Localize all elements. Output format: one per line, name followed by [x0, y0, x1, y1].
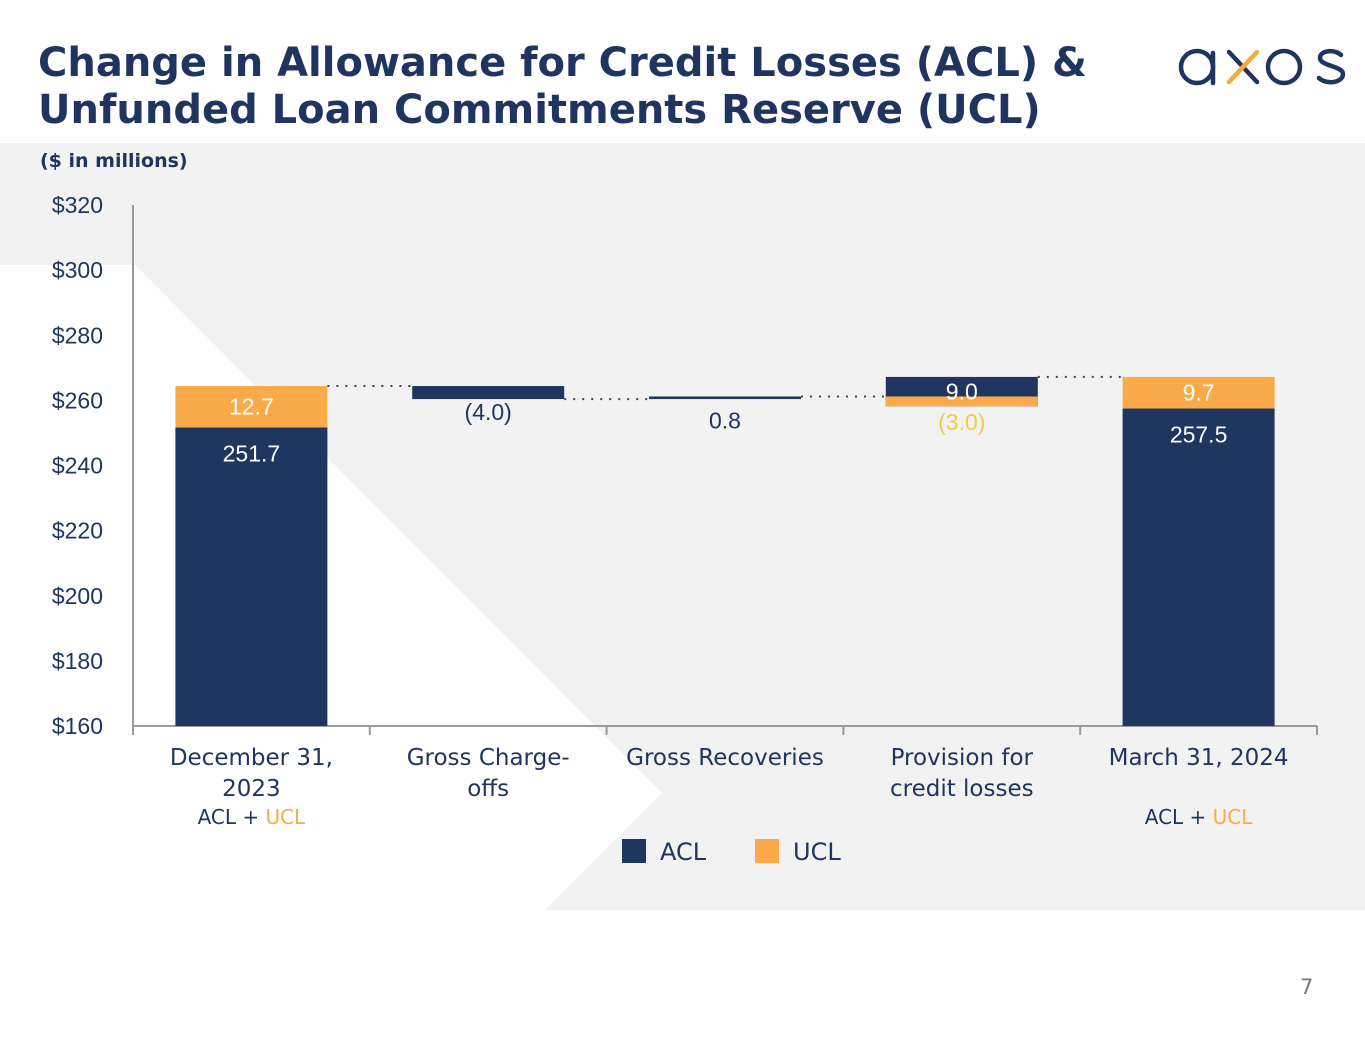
- legend-swatch-ucl: [755, 839, 779, 863]
- x-category-label: 2023: [222, 776, 281, 802]
- y-tick-label: $160: [52, 713, 103, 739]
- page-title: Change in Allowance for Credit Losses (A…: [38, 40, 1087, 134]
- y-tick-label: $220: [52, 518, 103, 544]
- category-note: ACL + UCL: [1145, 805, 1254, 829]
- legend-label-ucl: UCL: [793, 838, 841, 866]
- bar-ucl: [885, 396, 1038, 407]
- data-label-acl: 9.0: [946, 379, 978, 405]
- y-tick-label: $260: [52, 387, 103, 413]
- x-category-label: offs: [467, 776, 509, 802]
- x-category-label: Gross Recoveries: [626, 745, 824, 771]
- category-note-part: ACL: [1145, 805, 1184, 829]
- x-category-label: Provision for: [891, 745, 1034, 771]
- data-label-ucl: 9.7: [1183, 380, 1215, 406]
- category-note-part: UCL: [1213, 805, 1254, 829]
- units-label: ($ in millions): [40, 150, 188, 172]
- y-tick-label: $300: [52, 257, 103, 283]
- data-label-acl: (4.0): [465, 399, 512, 425]
- data-label-ucl: 12.7: [229, 394, 274, 420]
- x-category-label: credit losses: [890, 776, 1034, 802]
- y-tick-label: $280: [52, 322, 103, 348]
- x-category-label: Gross Charge-: [407, 745, 570, 771]
- y-tick-label: $240: [52, 453, 103, 479]
- axos-logo: axos: [1178, 48, 1346, 86]
- bar-ucl: [1122, 376, 1275, 409]
- bar-acl: [175, 427, 328, 726]
- category-note-part: +: [1183, 805, 1212, 829]
- bar-acl: [1122, 408, 1275, 726]
- category-note-part: ACL: [198, 805, 237, 829]
- y-tick-label: $320: [52, 192, 103, 218]
- data-label-acl: 0.8: [709, 407, 741, 433]
- data-label-ucl: (3.0): [938, 409, 985, 435]
- data-label-acl: 257.5: [1170, 422, 1228, 448]
- page-title-line-1: Change in Allowance for Credit Losses (A…: [38, 40, 1087, 86]
- data-label-acl: 251.7: [223, 440, 281, 466]
- x-category-label: March 31, 2024: [1109, 745, 1289, 771]
- page-number: 7: [1300, 975, 1314, 999]
- page-title-line-2: Unfunded Loan Commitments Reserve (UCL): [38, 87, 1041, 133]
- y-tick-label: $180: [52, 648, 103, 674]
- legend-swatch-acl: [622, 839, 646, 863]
- category-note-part: UCL: [265, 805, 306, 829]
- bar-acl: [649, 396, 801, 400]
- category-note-part: +: [236, 805, 265, 829]
- y-tick-label: $200: [52, 583, 103, 609]
- bar-acl: [412, 386, 565, 400]
- x-category-label: December 31,: [170, 745, 333, 771]
- category-note: ACL + UCL: [198, 805, 307, 829]
- legend-label-acl: ACL: [660, 838, 707, 866]
- bar-ucl: [175, 386, 328, 428]
